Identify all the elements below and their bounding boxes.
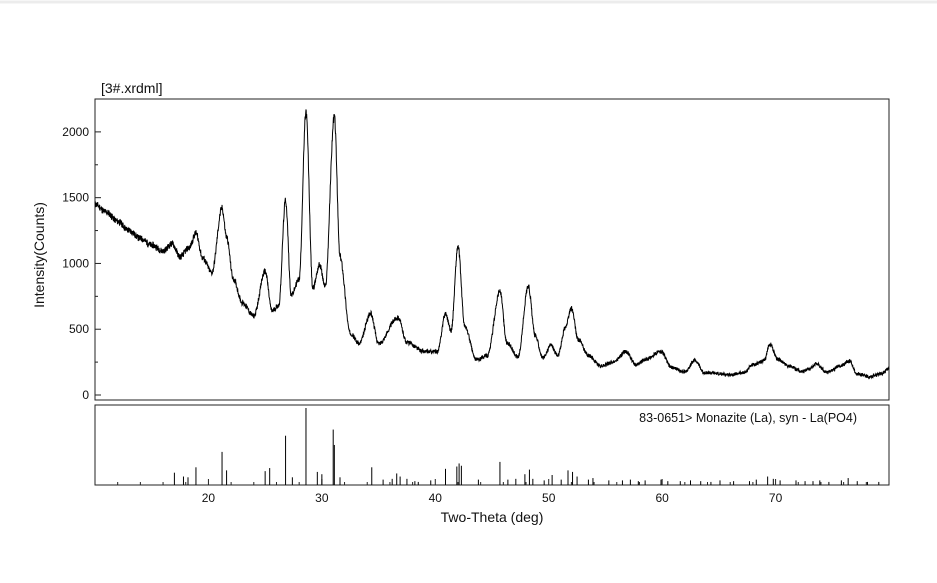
x-tick-label: 30 bbox=[315, 491, 329, 505]
x-tick-label: 50 bbox=[542, 491, 556, 505]
reference-lines bbox=[173, 408, 880, 485]
y-axis-title: Intensity(Counts) bbox=[31, 202, 47, 308]
y-tick-label: 1000 bbox=[62, 256, 89, 270]
x-tick-label: 70 bbox=[769, 491, 783, 505]
main-plot-frame bbox=[94, 98, 890, 401]
x-tick-label: 40 bbox=[429, 491, 443, 505]
reference-plot-frame bbox=[94, 404, 890, 486]
diffraction-pattern bbox=[94, 109, 890, 380]
x-tick-label: 20 bbox=[202, 491, 216, 505]
reference-label: 83-0651> Monazite (La), syn - La(PO4) bbox=[639, 411, 857, 425]
file-title: [3#.xrdml] bbox=[101, 80, 162, 96]
x-axis-title: Two-Theta (deg) bbox=[441, 509, 544, 525]
series-line bbox=[94, 109, 890, 380]
y-tick-label: 1500 bbox=[62, 191, 89, 205]
y-tick-label: 2000 bbox=[62, 125, 89, 139]
x-tick-label: 60 bbox=[655, 491, 669, 505]
y-tick-label: 0 bbox=[82, 388, 89, 402]
y-tick-label: 500 bbox=[69, 322, 89, 336]
axis-ticks: 0 500 1000 1500 2000 20 30 40 50 60 70 bbox=[62, 125, 867, 505]
